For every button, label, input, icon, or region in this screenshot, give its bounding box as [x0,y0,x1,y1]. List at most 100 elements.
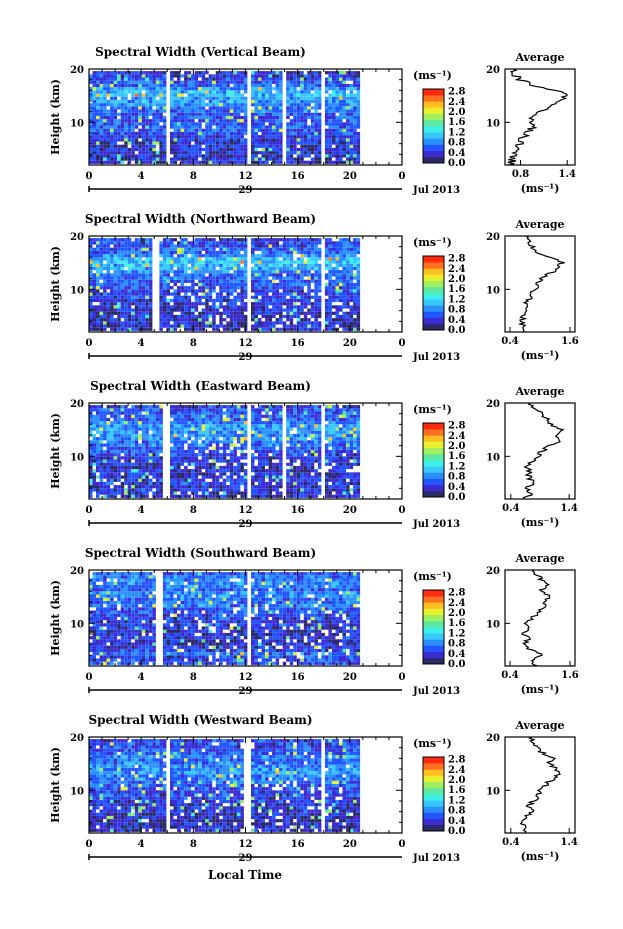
heatmap-cell [300,279,304,283]
heatmap-cell [113,125,118,129]
heatmap-cell [127,314,132,319]
heatmap-cell [117,266,121,271]
heatmap-cell [187,446,192,450]
heatmap-cell [258,311,262,315]
heatmap-cell [162,289,167,293]
heatmap-cell [173,302,177,306]
heatmap-cell [226,147,230,152]
heatmap-cell [286,128,290,132]
heatmap-cell [184,417,188,422]
heatmap-cell [89,247,93,251]
heatmap-cell [124,427,128,431]
heatmap-cell [215,99,220,104]
heatmap-cell [117,125,121,129]
heatmap-cell [103,469,107,473]
heatmap-cell [145,421,149,425]
heatmap-cell [233,302,237,306]
heatmap-cell [349,157,354,161]
heatmap-cell [229,276,234,280]
heatmap-cell [138,446,142,450]
heatmap-cell [134,276,139,280]
heatmap-cell [258,90,262,94]
heatmap-cell [212,106,216,110]
heatmap-cell [310,112,315,116]
heatmap-cell [353,80,357,84]
heatmap-cell [134,257,139,261]
heatmap-cell [194,305,199,309]
heatmap-cell [353,125,357,129]
heatmap-cell [170,131,174,136]
heatmap-cell [275,302,280,306]
heatmap-cell [279,282,283,287]
heatmap-cell [243,131,248,136]
heatmap-cell [261,260,265,264]
heatmap-cell [113,131,118,136]
heatmap-cell [282,286,287,290]
heatmap-cell [335,270,339,274]
heatmap-cell [349,109,354,113]
heatmap-cell [124,443,128,447]
heatmap-cell [300,318,304,322]
heatmap-cell [212,257,216,261]
heatmap-cell [187,141,192,145]
heatmap-cell [159,279,163,283]
heatmap-cell [110,289,114,293]
heatmap-cell [201,138,206,142]
heatmap-cell [92,96,96,100]
heatmap-cell [219,305,223,309]
heatmap-cell [110,481,114,486]
heatmap-cell [258,327,262,331]
heatmap-cell [131,456,135,460]
heatmap-cell [243,254,248,258]
heatmap-cell [324,244,329,248]
heatmap-cell [96,125,100,129]
heatmap-cell [177,119,181,123]
heatmap-cell [173,74,177,78]
heatmap-cell [124,141,128,145]
heatmap-cell [89,417,93,422]
heatmap-cell [296,93,301,97]
heatmap-cell [166,244,170,248]
heatmap-cell [99,109,104,113]
heatmap-cell [349,83,354,88]
heatmap-cell [342,318,346,322]
heatmap-cell [356,279,361,283]
heatmap-cell [170,324,174,328]
heatmap-cell [177,475,181,479]
heatmap-cell [219,257,223,261]
heatmap-cell [152,469,156,473]
heatmap-cell [120,160,125,164]
heatmap-cell [335,128,339,132]
heatmap-cell [159,160,163,164]
heatmap-cell [317,160,322,164]
heatmap-cell [339,273,343,277]
heatmap-cell [233,80,237,84]
heatmap-cell [148,263,153,267]
heatmap-cell [233,273,237,277]
heatmap-cell [148,87,153,91]
heatmap-cell [265,321,269,325]
heatmap-cell [208,74,213,78]
heatmap-cell [92,276,96,280]
heatmap-cell [110,119,114,123]
heatmap-cell [279,314,283,319]
heatmap-cell [159,263,163,267]
heatmap-cell [96,475,100,479]
heatmap-cell [145,327,149,331]
heatmap-cell [117,411,121,415]
heatmap-cell [349,266,354,271]
heatmap-cell [342,247,346,251]
heatmap-cell [219,244,223,248]
heatmap-cell [346,103,350,107]
heatmap-cell [124,157,128,161]
heatmap-cell [191,421,195,425]
heatmap-cell [265,298,269,303]
heatmap-cell [349,128,354,132]
heatmap-cell [99,478,104,482]
heatmap-cell [166,318,170,322]
heatmap-cell [145,318,149,322]
heatmap-cell [275,263,280,267]
heatmap-cell [307,141,311,145]
heatmap-cell [205,103,209,107]
profile-x-tick-label: 1.6 [561,336,578,347]
